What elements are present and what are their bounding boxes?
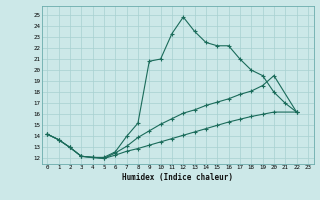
X-axis label: Humidex (Indice chaleur): Humidex (Indice chaleur) (122, 173, 233, 182)
